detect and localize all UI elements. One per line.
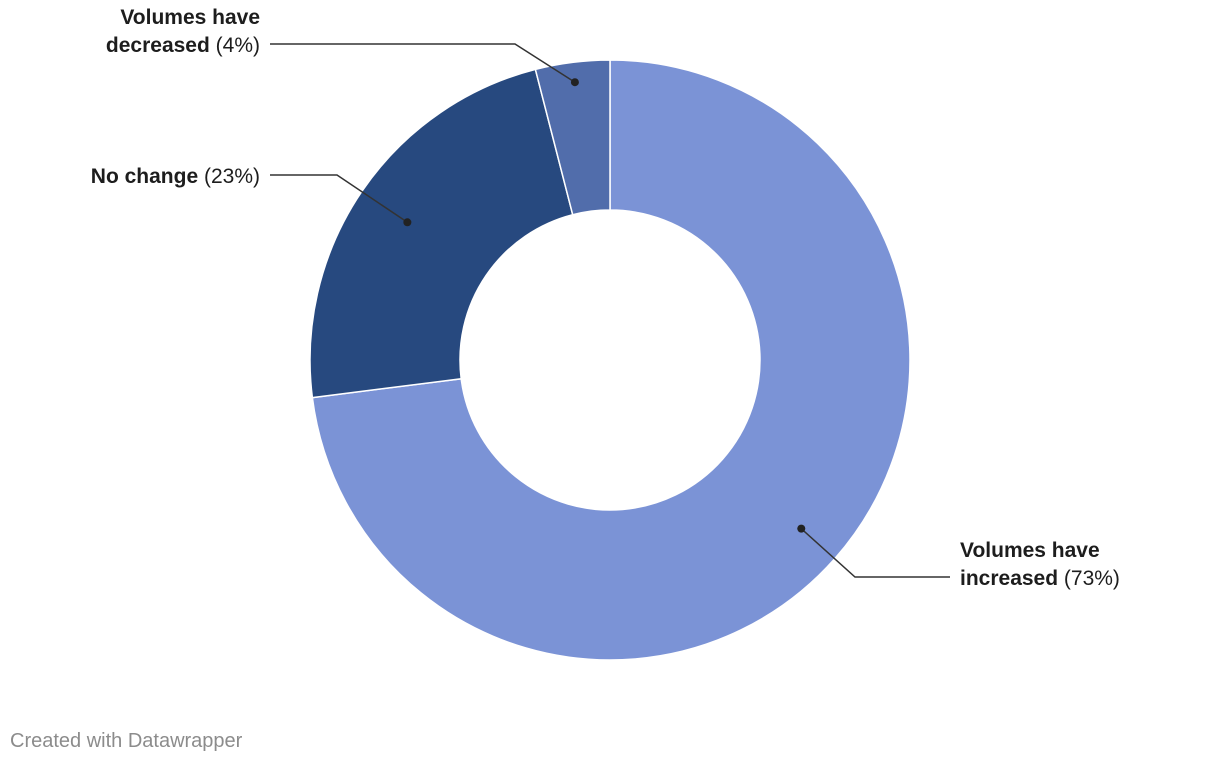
leader-dot-no-change xyxy=(403,218,412,227)
label-line1: No change xyxy=(91,165,198,188)
label-percent: (23%) xyxy=(198,165,260,188)
leader-line-volumes-have-increased xyxy=(800,528,950,578)
leader-line-volumes-have-decreased xyxy=(270,43,576,83)
leader-line-no-change xyxy=(270,174,408,223)
label-percent: (4%) xyxy=(210,34,260,57)
leader-lines xyxy=(270,43,950,578)
label-volumes-have-decreased: Volumes have decreased (4%) xyxy=(106,6,260,57)
label-percent: (73%) xyxy=(1058,567,1120,590)
label-volumes-have-increased: Volumes have increased (73%) xyxy=(960,539,1120,590)
slice-no-change xyxy=(309,68,574,399)
label-no-change: No change (23%) xyxy=(91,165,260,188)
label-line1: Volumes have xyxy=(120,6,260,29)
label-line2: increased xyxy=(960,567,1058,590)
leader-dot-volumes-have-increased xyxy=(797,524,806,533)
slice-volumes-have-increased xyxy=(311,59,911,661)
datawrapper-credit: Created with Datawrapper xyxy=(10,730,243,752)
slice-volumes-have-decreased xyxy=(534,59,611,216)
slice-labels: Volumes have increased (73%) No change (23… xyxy=(91,6,1120,590)
label-line2: decreased xyxy=(106,34,210,57)
label-line1: Volumes have xyxy=(960,539,1100,562)
leader-dot-volumes-have-decreased xyxy=(570,78,579,87)
donut-slices xyxy=(309,59,911,661)
